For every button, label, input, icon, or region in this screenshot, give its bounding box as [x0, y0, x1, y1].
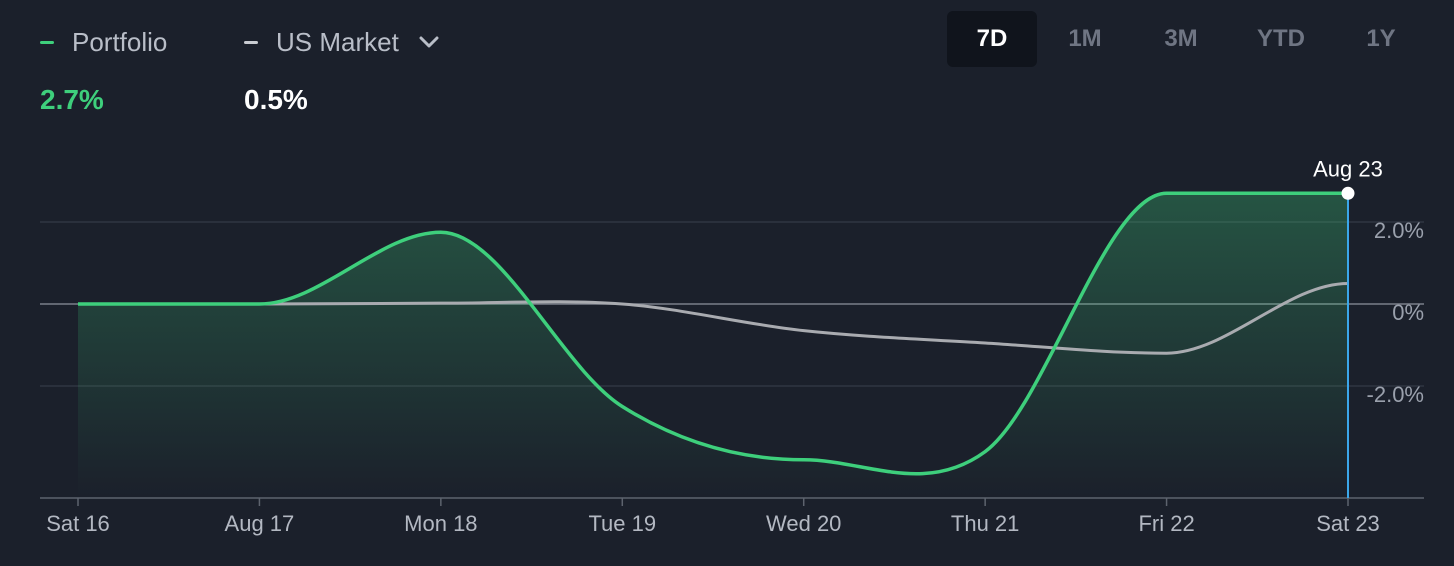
tab-7d[interactable]: 7D	[947, 11, 1037, 67]
tab-1m[interactable]: 1M	[1068, 25, 1102, 52]
market-legend-dash-icon	[244, 40, 258, 44]
market-return-value: 0.5%	[244, 84, 308, 115]
hover-marker-dot[interactable]	[1341, 186, 1355, 200]
chevron-down-icon[interactable]	[419, 32, 439, 52]
benchmark-selector[interactable]: US Market	[244, 26, 439, 58]
legend-portfolio-label: Portfolio	[72, 26, 168, 57]
y-tick-label: 0%	[1392, 300, 1424, 325]
x-tick-label: Sat 16	[46, 511, 110, 536]
x-tick-label: Sat 23	[1316, 511, 1380, 536]
hover-marker-label: Aug 23	[1313, 156, 1383, 181]
x-tick-label: Tue 19	[588, 511, 656, 536]
legend-market-label: US Market	[276, 26, 399, 57]
x-tick-label: Aug 17	[225, 511, 295, 536]
portfolio-series-line	[77, 191, 1349, 476]
tab-3m[interactable]: 3M	[1164, 25, 1198, 52]
tab-ytd[interactable]: YTD	[1257, 25, 1305, 52]
y-tick-label: 2.0%	[1374, 218, 1424, 243]
portfolio-area-fill	[78, 193, 1348, 498]
tab-1y[interactable]: 1Y	[1366, 25, 1396, 52]
y-tick-label: -2.0%	[1367, 382, 1424, 407]
portfolio-legend-dash-icon	[40, 40, 54, 44]
portfolio-return-value: 2.7%	[40, 84, 104, 115]
legend-portfolio: Portfolio	[40, 26, 167, 58]
market-series-line	[77, 282, 1349, 355]
x-tick-label: Mon 18	[404, 511, 477, 536]
x-tick-label: Thu 21	[951, 511, 1020, 536]
x-tick-label: Fri 22	[1138, 511, 1194, 536]
x-tick-label: Wed 20	[766, 511, 841, 536]
time-range-tabs: 7D 1M 3M YTD 1Y	[947, 11, 1429, 67]
